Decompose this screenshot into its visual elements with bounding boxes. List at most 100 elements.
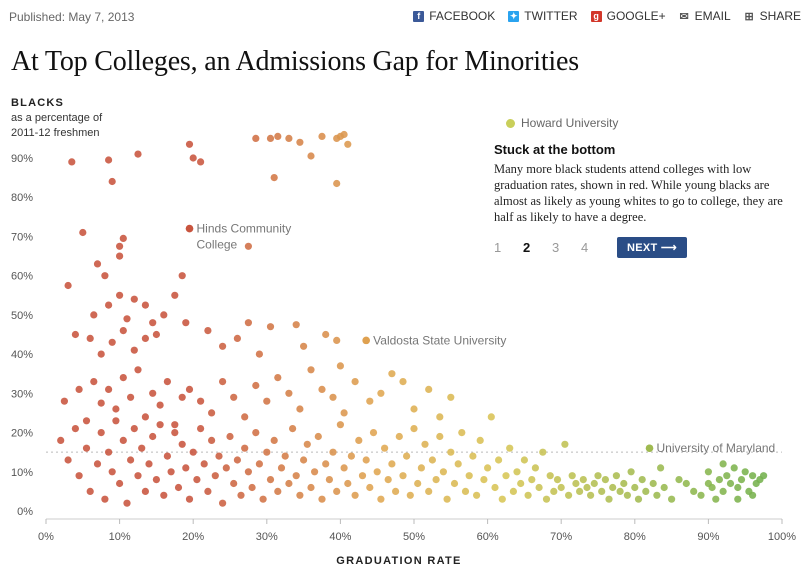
data-point xyxy=(86,334,94,342)
data-point xyxy=(322,330,330,339)
data-point xyxy=(355,436,363,444)
data-point xyxy=(230,393,238,401)
facebook-icon: f xyxy=(413,10,425,22)
data-point xyxy=(289,425,297,433)
data-point xyxy=(307,483,315,492)
data-point xyxy=(436,413,444,421)
data-point xyxy=(71,425,79,433)
annotation-label: Valdosta State University xyxy=(373,333,506,347)
data-point xyxy=(399,378,407,386)
share-label: GOOGLE+ xyxy=(606,9,666,23)
data-point xyxy=(612,472,621,480)
data-point xyxy=(461,487,470,495)
data-point xyxy=(208,409,216,417)
data-point xyxy=(248,483,256,492)
annotation-label: College xyxy=(197,238,238,252)
data-point xyxy=(546,472,554,480)
y-tick-label: 0% xyxy=(17,506,33,518)
data-point xyxy=(333,336,341,344)
data-point xyxy=(465,472,473,480)
data-point xyxy=(333,487,341,495)
data-point xyxy=(535,483,543,492)
data-point xyxy=(101,495,109,503)
data-point xyxy=(86,487,94,495)
data-point xyxy=(64,281,72,290)
data-point xyxy=(219,342,227,350)
data-point xyxy=(71,330,79,339)
data-point xyxy=(601,476,610,484)
data-point xyxy=(241,413,249,421)
data-point xyxy=(152,476,160,484)
share-facebook-button[interactable]: f FACEBOOK xyxy=(413,9,495,23)
data-point xyxy=(668,495,676,503)
data-point xyxy=(587,491,595,499)
data-point xyxy=(141,487,149,495)
data-point xyxy=(189,154,197,162)
data-point xyxy=(590,479,598,488)
data-point xyxy=(336,421,344,429)
share-twitter-button[interactable]: ✦ TWITTER xyxy=(508,9,578,23)
highlight-legend-label: Howard University xyxy=(521,116,619,130)
data-point xyxy=(57,436,65,444)
y-tick-label: 80% xyxy=(11,192,33,204)
page-4-button[interactable]: 4 xyxy=(581,240,589,255)
data-point xyxy=(116,252,124,260)
data-point xyxy=(259,495,267,503)
data-point xyxy=(410,425,418,433)
data-point xyxy=(506,444,514,452)
data-point xyxy=(447,448,455,456)
data-point xyxy=(112,405,120,413)
panel-title: Stuck at the bottom xyxy=(494,142,616,157)
data-point xyxy=(642,487,650,495)
data-point xyxy=(285,134,293,142)
data-point xyxy=(528,476,536,484)
share-google-button[interactable]: g GOOGLE+ xyxy=(590,9,666,23)
data-point xyxy=(307,366,315,374)
data-point xyxy=(263,448,271,456)
data-point xyxy=(97,350,105,358)
story-panel: Howard University Stuck at the bottom Ma… xyxy=(494,116,784,258)
data-point xyxy=(425,385,433,393)
data-point xyxy=(524,491,532,499)
data-point xyxy=(105,156,113,164)
data-point xyxy=(336,362,344,370)
data-point xyxy=(97,399,105,407)
data-point xyxy=(285,479,293,488)
data-point xyxy=(108,177,116,186)
y-tick-label: 50% xyxy=(11,310,33,322)
page-1-button[interactable]: 1 xyxy=(494,240,502,255)
page-2-button[interactable]: 2 xyxy=(523,240,531,255)
data-point xyxy=(130,425,138,433)
share-email-button[interactable]: ✉ EMAIL xyxy=(679,9,731,23)
google-plus-icon: g xyxy=(590,10,602,22)
data-point xyxy=(557,483,565,492)
data-point xyxy=(252,429,260,437)
data-point xyxy=(649,479,657,488)
data-point xyxy=(734,495,742,503)
data-point xyxy=(193,476,201,484)
next-button[interactable]: NEXT ⟶ xyxy=(617,237,687,258)
data-point xyxy=(182,464,190,472)
data-point xyxy=(101,272,109,280)
share-share-button[interactable]: ⊞ SHARE xyxy=(744,9,801,23)
x-tick-label: 10% xyxy=(109,531,131,543)
y-tick-label: 30% xyxy=(11,388,33,400)
data-point xyxy=(358,472,367,480)
data-point xyxy=(82,444,91,452)
data-point xyxy=(627,468,635,476)
data-point xyxy=(266,476,275,484)
data-point xyxy=(660,483,668,492)
data-point xyxy=(149,319,157,327)
x-tick-label: 100% xyxy=(768,531,796,543)
data-point xyxy=(509,487,517,495)
data-point xyxy=(476,436,484,444)
data-point xyxy=(410,405,418,413)
page-3-button[interactable]: 3 xyxy=(552,240,560,255)
data-point xyxy=(392,487,400,495)
share-label: TWITTER xyxy=(524,9,578,23)
data-point xyxy=(347,452,355,460)
data-point xyxy=(377,389,385,397)
data-point xyxy=(675,476,683,484)
data-point xyxy=(690,487,698,495)
data-point xyxy=(760,472,768,480)
